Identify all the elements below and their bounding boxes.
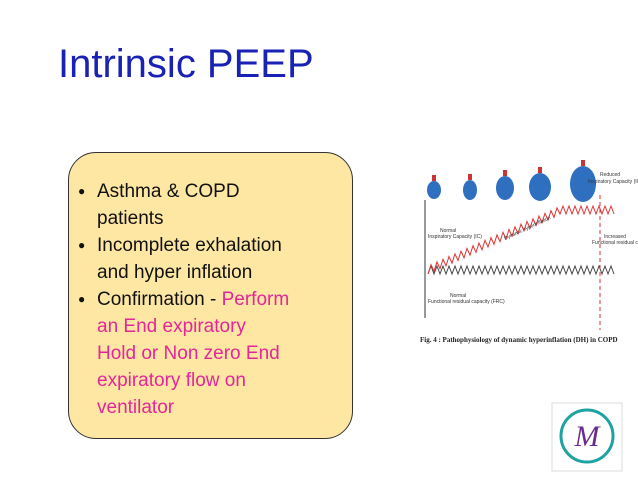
highlight-text: Hold or Non zero End	[97, 343, 280, 364]
bullet: Incomplete exhalation and hyper inflation	[78, 232, 289, 286]
figure-label: Dynamic hyperinflation	[503, 215, 552, 242]
caption: Fig. 4 : Pathophysiology of dynamic hype…	[420, 336, 618, 344]
balloons	[427, 166, 596, 202]
balloon-knots	[432, 160, 585, 181]
bullet-line: patients	[97, 208, 164, 229]
bullet-line: Hold or Non zero End	[97, 340, 289, 367]
bullet-line: Asthma & COPD	[97, 181, 240, 202]
figure-label: Reduced	[600, 172, 620, 178]
figure-label: Inspiratory Capacity (IC)	[428, 234, 482, 240]
highlight-text: an End expiratory	[97, 316, 246, 337]
figure-label: Normal	[440, 228, 456, 234]
svg-text:M: M	[574, 420, 602, 453]
bullet-line: and hyper inflation	[97, 262, 253, 283]
highlight-text: ventilator	[97, 397, 175, 418]
bullet-line: Incomplete exhalation	[97, 235, 282, 256]
figure-label: Normal	[450, 293, 466, 299]
normal-line	[427, 264, 615, 276]
bullet: Confirmation - Perform an End expiratory H…	[78, 286, 289, 421]
bullet-line: ventilator	[97, 394, 289, 421]
figure-label: Functional residual capacity (FRC)	[592, 240, 638, 246]
hyperinflation-line	[427, 204, 615, 275]
highlight-text: Perform	[221, 289, 290, 310]
bullet-label: Confirmation -	[97, 289, 222, 310]
logo: M	[551, 402, 623, 472]
bullet-line: expiratory flow on	[97, 367, 289, 394]
bullet-line: Confirmation - Perform	[97, 286, 289, 313]
slide-title: Intrinsic PEEP	[58, 42, 314, 86]
bullet-list: Asthma & COPD patients Incomplete exhalati…	[78, 178, 289, 421]
figure-label: Functional residual capacity (FRC)	[428, 299, 505, 305]
figure-label: Inspiratory Capacity (IC)	[588, 179, 638, 185]
bullet-line: an End expiratory	[97, 313, 289, 340]
highlight-text: expiratory flow on	[97, 370, 246, 391]
bullet: Asthma & COPD patients	[78, 178, 289, 232]
figure-label: Increased	[604, 234, 626, 240]
